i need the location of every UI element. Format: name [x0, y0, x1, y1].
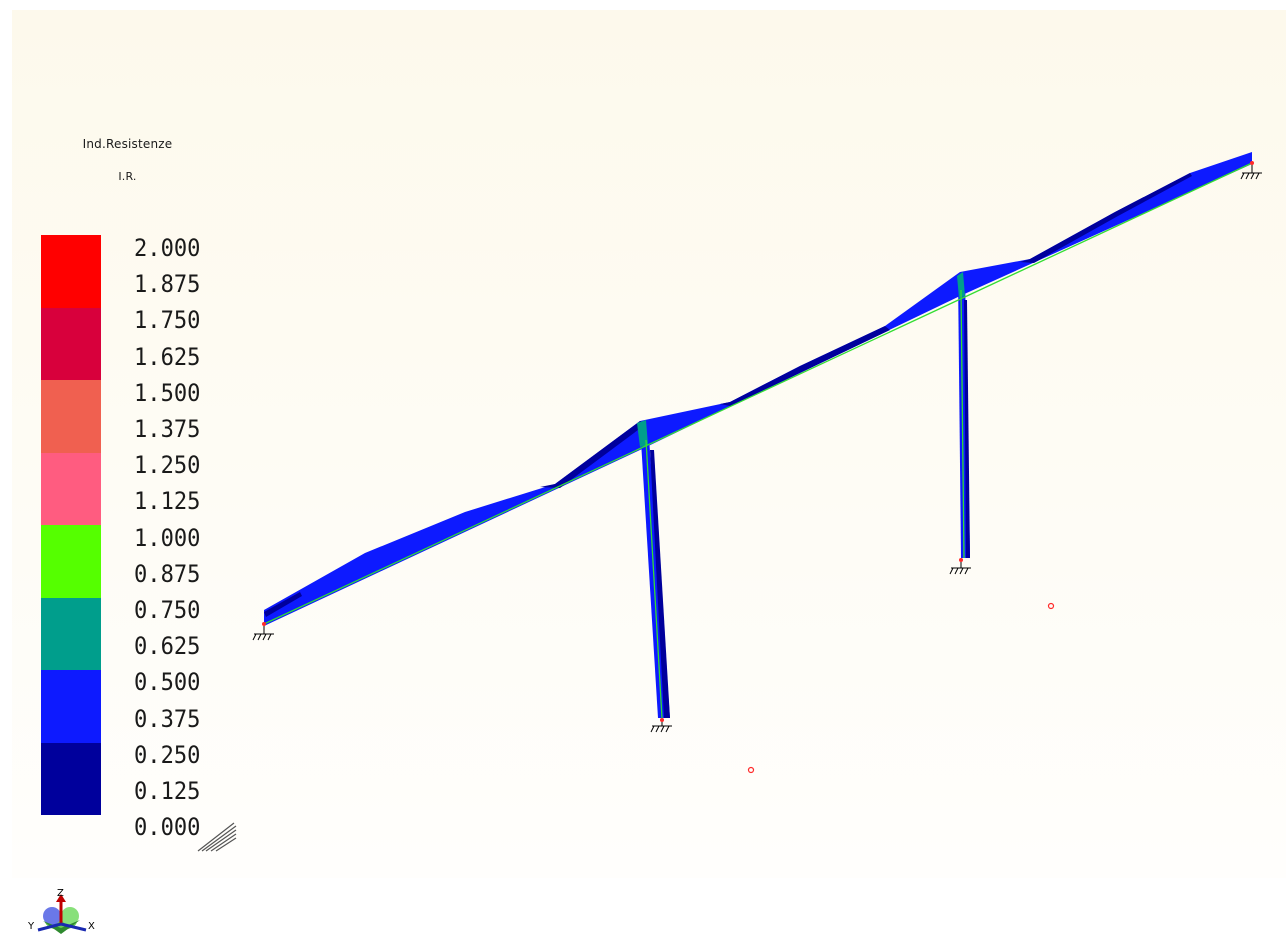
legend-label: 0.250 — [134, 740, 201, 769]
support-right[interactable] — [1240, 161, 1262, 180]
axis-x-label: X — [88, 921, 95, 932]
beam-shade-1 — [540, 421, 646, 488]
column-1-shade — [650, 450, 670, 718]
axis-z-label: Z — [57, 888, 64, 899]
legend-label: 0.875 — [134, 559, 201, 588]
legend-label: 1.125 — [134, 487, 201, 516]
beam-shade-2 — [720, 326, 890, 406]
column-1-node — [637, 420, 648, 447]
legend-swatch — [41, 380, 101, 453]
support-left[interactable] — [252, 622, 274, 641]
free-node-1[interactable] — [747, 766, 755, 774]
legend-title: Ind.Resistenze — [82, 137, 173, 151]
legend-label: 1.750 — [134, 306, 201, 335]
legend-label: 0.500 — [134, 668, 201, 697]
beam-shade-3 — [1020, 173, 1192, 263]
free-node-2[interactable] — [1047, 602, 1055, 610]
legend-label: 1.500 — [134, 378, 201, 407]
legend-swatch — [41, 597, 101, 670]
legend-label: 0.125 — [134, 777, 201, 805]
resize-grip-icon — [197, 822, 237, 852]
legend-label: 1.000 — [134, 523, 201, 552]
legend-label: 1.250 — [134, 451, 201, 480]
legend-label: 1.625 — [134, 342, 201, 371]
legend-label: 0.750 — [134, 596, 201, 624]
column-2-shade — [964, 300, 970, 558]
legend-label: 0.375 — [134, 704, 201, 733]
legend-subtitle: I.R. — [118, 170, 137, 183]
legend-label: 0.000 — [134, 813, 201, 842]
legend-label: 1.375 — [134, 415, 201, 443]
legend-label: 2.000 — [134, 234, 201, 262]
column-2-centerline — [960, 289, 965, 559]
column-1-centerline — [645, 439, 663, 719]
beam-centerline — [263, 162, 1253, 625]
support-column-1[interactable] — [650, 718, 672, 733]
legend-swatch — [41, 525, 101, 598]
beam-shade-4 — [264, 592, 302, 617]
legend-swatch — [41, 670, 101, 743]
legend-color-bar — [41, 235, 101, 815]
legend-swatch — [41, 742, 101, 815]
legend-swatch — [41, 235, 101, 308]
legend-label: 1.875 — [134, 270, 201, 299]
column-2-node — [957, 272, 965, 298]
support-column-2[interactable] — [949, 558, 971, 575]
axes-triad-icon[interactable]: Z Y X — [28, 888, 108, 940]
legend-swatch — [41, 307, 101, 380]
axis-y-label: Y — [28, 921, 35, 932]
legend-swatch — [41, 452, 101, 525]
legend-label: 0.625 — [134, 632, 201, 661]
